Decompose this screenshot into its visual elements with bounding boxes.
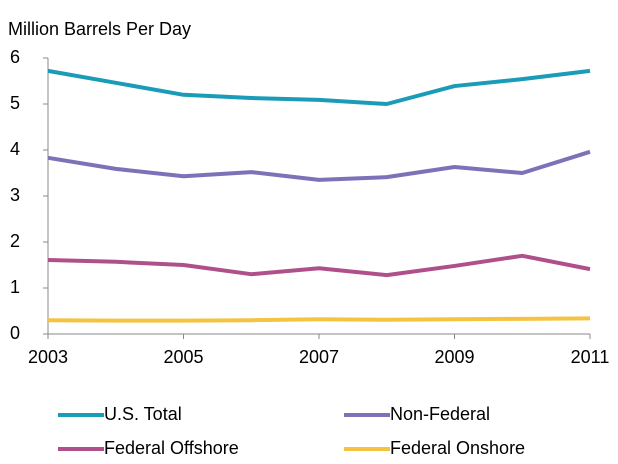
series-line — [47, 68, 591, 106]
y-tick-label: 6 — [10, 47, 20, 67]
legend-label: Non-Federal — [390, 404, 490, 424]
legend-label: Federal Offshore — [104, 438, 239, 458]
chart-title: Million Barrels Per Day — [8, 19, 191, 39]
y-tick-label: 3 — [10, 185, 20, 205]
x-tick-label: 2011 — [571, 347, 610, 367]
x-tick-label: 2009 — [434, 347, 474, 367]
x-tick-label: 2007 — [299, 347, 339, 367]
y-tick-label: 1 — [10, 277, 20, 297]
legend-label: U.S. Total — [104, 404, 182, 424]
series-line — [47, 253, 591, 278]
x-tick-label: 2003 — [28, 347, 68, 367]
series-line — [47, 149, 591, 182]
y-tick-label: 0 — [10, 323, 20, 343]
legend-label: Federal Onshore — [390, 438, 525, 458]
y-tick-label: 5 — [10, 93, 20, 113]
series-line — [47, 316, 591, 323]
x-tick-label: 2005 — [163, 347, 203, 367]
y-tick-label: 4 — [10, 139, 20, 159]
y-tick-label: 2 — [10, 231, 20, 251]
